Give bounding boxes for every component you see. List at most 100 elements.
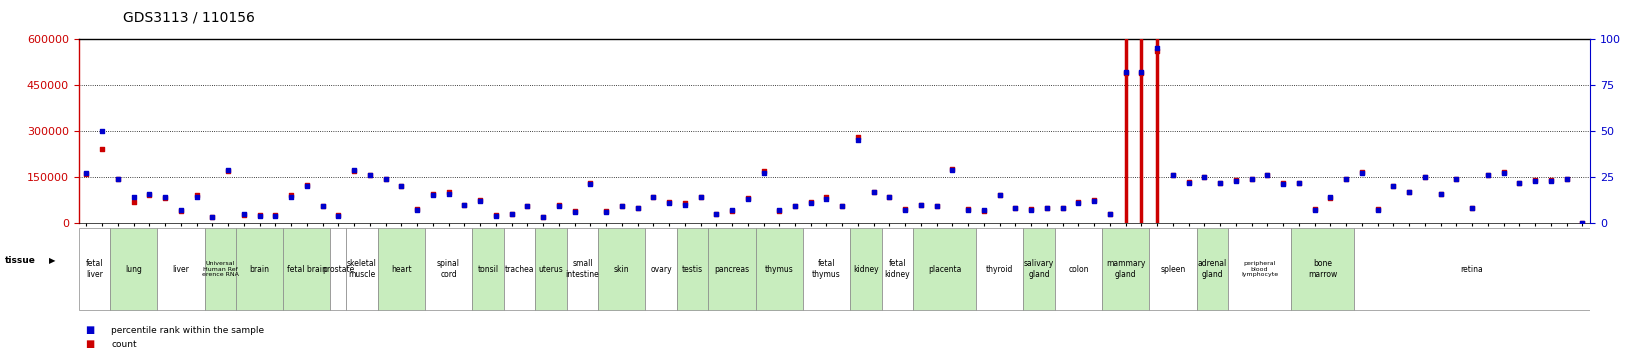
Point	[404, 207, 430, 213]
Point	[136, 191, 162, 196]
FancyBboxPatch shape	[1055, 228, 1103, 310]
Point	[499, 211, 525, 217]
Point	[592, 209, 618, 215]
FancyBboxPatch shape	[977, 228, 1024, 310]
Text: fetal
liver: fetal liver	[85, 259, 103, 279]
Point	[466, 197, 492, 203]
Point	[1443, 176, 1469, 182]
FancyBboxPatch shape	[1291, 228, 1355, 310]
FancyBboxPatch shape	[677, 228, 708, 310]
Point	[1065, 200, 1091, 206]
Point	[625, 205, 651, 211]
Point	[183, 193, 209, 198]
Point	[1507, 180, 1533, 186]
Point	[136, 193, 162, 198]
Point	[1003, 205, 1029, 211]
Point	[388, 183, 414, 189]
Point	[247, 213, 273, 218]
Text: liver: liver	[172, 264, 190, 274]
FancyBboxPatch shape	[1355, 228, 1590, 310]
Point	[751, 168, 777, 174]
Point	[530, 215, 556, 220]
FancyBboxPatch shape	[425, 228, 473, 310]
Point	[1507, 180, 1533, 185]
Point	[1176, 179, 1202, 184]
Point	[200, 215, 226, 220]
Text: kidney: kidney	[852, 264, 879, 274]
Point	[452, 202, 478, 207]
Point	[200, 214, 226, 220]
Point	[735, 196, 761, 202]
Point	[1396, 189, 1422, 195]
Point	[844, 137, 870, 143]
Text: lung: lung	[126, 264, 142, 274]
Text: spinal
cord: spinal cord	[437, 259, 460, 279]
Text: ■: ■	[85, 339, 95, 349]
Point	[1270, 182, 1296, 187]
Text: salivary
gland: salivary gland	[1024, 259, 1054, 279]
Text: tissue: tissue	[5, 256, 36, 265]
Point	[1381, 183, 1407, 189]
FancyBboxPatch shape	[1229, 228, 1291, 310]
FancyBboxPatch shape	[330, 228, 347, 310]
Point	[546, 204, 573, 209]
Point	[672, 200, 699, 206]
Point	[861, 189, 887, 195]
Point	[735, 196, 761, 201]
Point	[435, 189, 461, 195]
Point	[1003, 205, 1029, 211]
Text: bone
marrow: bone marrow	[1307, 259, 1337, 279]
Point	[1255, 172, 1281, 178]
Point	[813, 194, 839, 200]
Point	[766, 207, 792, 213]
Point	[1255, 173, 1281, 178]
Point	[1112, 69, 1139, 75]
Point	[1302, 206, 1328, 212]
Point	[1034, 205, 1060, 211]
Point	[294, 182, 321, 188]
Point	[1364, 207, 1391, 213]
Text: colon: colon	[1068, 264, 1088, 274]
Point	[452, 202, 478, 207]
Point	[1018, 207, 1044, 213]
Point	[592, 208, 618, 213]
Point	[908, 202, 934, 207]
Text: placenta: placenta	[928, 264, 962, 274]
Point	[1160, 172, 1186, 178]
Point	[214, 167, 240, 172]
Point	[1286, 180, 1312, 186]
Point	[309, 203, 335, 209]
Point	[183, 194, 209, 200]
Point	[1050, 205, 1076, 211]
Point	[1474, 172, 1500, 178]
Text: mammary
gland: mammary gland	[1106, 259, 1145, 279]
Point	[687, 194, 713, 200]
Text: fetal brain: fetal brain	[286, 264, 327, 274]
Point	[231, 211, 257, 217]
FancyBboxPatch shape	[882, 228, 913, 310]
Point	[1286, 180, 1312, 185]
FancyBboxPatch shape	[851, 228, 882, 310]
FancyBboxPatch shape	[236, 228, 283, 310]
Point	[466, 198, 492, 204]
Point	[718, 208, 744, 213]
Point	[1144, 45, 1170, 51]
Point	[1521, 177, 1548, 183]
FancyBboxPatch shape	[1103, 228, 1148, 310]
Point	[74, 171, 100, 176]
Point	[798, 199, 825, 204]
FancyBboxPatch shape	[504, 228, 535, 310]
Point	[766, 208, 792, 213]
Text: skeletal
muscle: skeletal muscle	[347, 259, 376, 279]
Point	[1412, 174, 1438, 180]
Point	[546, 202, 573, 207]
Point	[1569, 220, 1595, 226]
Point	[278, 193, 304, 198]
Point	[309, 204, 335, 209]
Point	[798, 200, 825, 206]
Point	[247, 212, 273, 218]
Point	[1129, 70, 1155, 75]
Point	[1554, 176, 1580, 182]
Text: trachea: trachea	[504, 264, 535, 274]
Point	[262, 212, 288, 218]
